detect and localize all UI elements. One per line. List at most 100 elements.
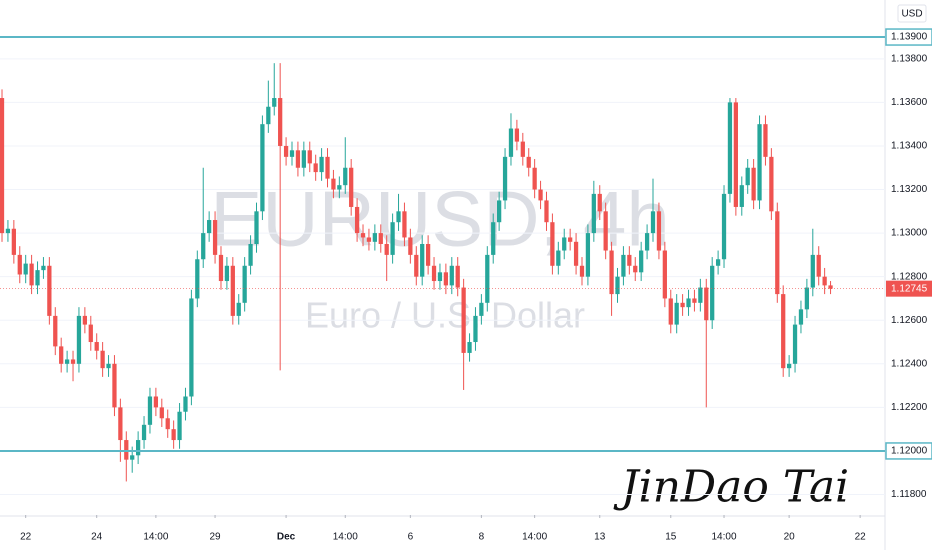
candle-body	[479, 302, 484, 316]
candle-body	[354, 206, 360, 234]
x-tick-label: 14:00	[712, 532, 737, 543]
candle-body	[94, 342, 99, 351]
candle-body	[242, 265, 247, 303]
candle-body	[710, 265, 715, 321]
candle-body	[82, 315, 87, 325]
candle-body	[70, 359, 76, 364]
signature: JinDao Tai	[613, 462, 849, 513]
candle-body	[289, 150, 295, 157]
candle-body	[804, 287, 810, 310]
candle-body	[254, 211, 259, 244]
candle-body	[124, 440, 129, 460]
candle-body	[615, 276, 620, 295]
candle-body	[319, 156, 324, 173]
candle-body	[692, 298, 697, 303]
candle-body	[502, 156, 508, 201]
level-label-box	[885, 442, 932, 460]
candle-body	[650, 211, 656, 234]
x-tick-label: 22	[20, 532, 32, 543]
candle-body	[786, 363, 792, 369]
candle-body	[337, 185, 342, 190]
candle-body	[573, 241, 579, 266]
x-tick-label: 22	[855, 532, 867, 543]
candle-body	[29, 263, 34, 286]
candle-body	[17, 254, 22, 275]
candle-body	[698, 287, 703, 303]
candle-body	[106, 363, 111, 369]
x-tick-label: 14:00	[333, 532, 358, 543]
candle-body	[88, 324, 93, 343]
last-price-box	[886, 280, 932, 297]
y-tick-label: 1.13000	[891, 228, 928, 239]
level-label: 1.12000	[891, 446, 928, 457]
y-tick-label: 1.13200	[891, 184, 928, 195]
candle-body	[704, 287, 709, 321]
x-tick-label: 20	[784, 532, 796, 543]
x-tick-label: 14:00	[143, 532, 168, 543]
candle-body	[828, 285, 833, 289]
candle-body	[816, 254, 821, 277]
candle-body	[597, 193, 602, 212]
candle-body	[443, 272, 449, 286]
candle-body	[686, 298, 691, 308]
candle-body	[112, 363, 117, 408]
candle-body	[781, 294, 786, 369]
candle-body	[455, 265, 460, 288]
candle-body	[141, 424, 147, 441]
candle-body	[437, 272, 443, 282]
candle-body	[135, 440, 141, 456]
candle-body	[64, 359, 70, 364]
candle-body	[278, 98, 283, 146]
candle-body	[218, 254, 224, 282]
currency-box[interactable]	[897, 4, 927, 23]
candle-body	[603, 211, 608, 251]
candle-body	[721, 193, 727, 260]
candle-body	[473, 315, 478, 343]
candle-body	[189, 298, 194, 397]
candle-body	[378, 233, 383, 244]
candle-body	[769, 156, 774, 212]
candle-body	[668, 298, 673, 325]
candle-body	[396, 211, 401, 223]
y-tick-label: 1.12600	[891, 315, 928, 326]
candle-body	[425, 243, 431, 266]
candle-body	[810, 254, 815, 288]
candle-body	[621, 254, 626, 277]
candle-body	[390, 222, 395, 255]
candle-body	[733, 102, 738, 207]
candle-body	[727, 102, 733, 194]
candle-body	[100, 350, 105, 369]
candle-body	[295, 150, 301, 168]
candle-body	[59, 346, 64, 364]
candle-body	[633, 265, 638, 273]
candle-body	[366, 237, 372, 242]
candle-body	[147, 396, 153, 425]
candle-body	[165, 418, 170, 430]
candle-body	[301, 150, 306, 168]
currency-label[interactable]: USD	[901, 9, 922, 20]
candle-body	[556, 250, 561, 266]
y-tick-label: 1.13800	[891, 53, 928, 64]
candle-body	[674, 302, 679, 325]
candle-body	[467, 342, 472, 353]
candle-body	[283, 145, 289, 157]
candle-body	[550, 222, 555, 266]
candle-body	[0, 98, 5, 234]
candle-body	[609, 250, 614, 295]
last-price-label: 1.12745	[891, 283, 928, 294]
candle-body	[325, 156, 330, 179]
candle-body	[627, 254, 632, 266]
candle-body	[414, 254, 419, 277]
candle-body	[47, 265, 52, 316]
candle-body	[307, 150, 312, 164]
level-label: 1.13900	[891, 32, 928, 43]
candle-body	[207, 220, 212, 234]
watermark-symbol: EURUSD, 4h	[210, 175, 669, 263]
candle-body	[491, 222, 496, 255]
level-label-box	[885, 28, 932, 46]
candle-body	[201, 233, 206, 260]
y-tick-label: 1.13600	[891, 97, 928, 108]
candle-body	[461, 287, 466, 353]
candle-body	[248, 243, 253, 266]
